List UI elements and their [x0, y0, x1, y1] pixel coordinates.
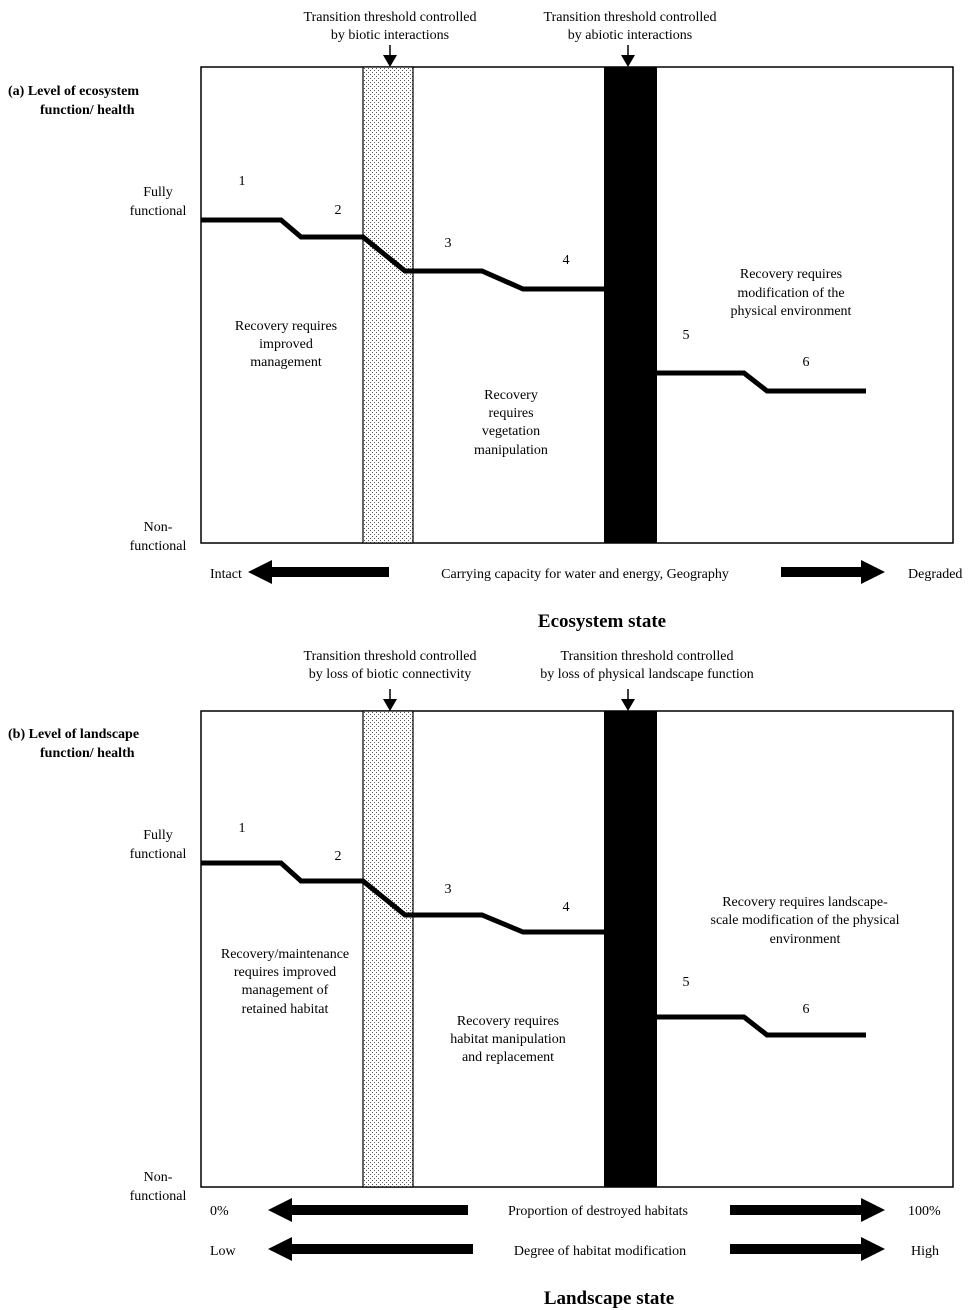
panel-a-plot-frame	[200, 66, 954, 544]
panel-a-stage-2: 2	[335, 203, 342, 218]
panel-b-plot-frame	[200, 710, 954, 1188]
panel-b: Transition threshold controlled by loss …	[8, 649, 954, 1309]
panel-a-stage-3: 3	[445, 236, 452, 251]
panel-a-y-top-1: Fully	[143, 185, 173, 200]
panel-b-y-title-1: (b) Level of landscape	[8, 727, 139, 742]
panel-a-y-title-1: (a) Level of ecosystem	[8, 84, 139, 99]
panel-b-axis2-left-arrow-icon	[268, 1237, 473, 1261]
panel-b-zone2-text-3: and replacement	[462, 1050, 554, 1065]
panel-b-stage-6: 6	[803, 1002, 810, 1017]
panel-a: Transition threshold controlled by bioti…	[8, 10, 962, 632]
panel-a-abiotic-threshold-band	[604, 67, 657, 543]
panel-b-zone3-text-2: scale modification of the physical	[711, 913, 900, 928]
panel-b-axis2-middle-label: Degree of habitat modification	[514, 1244, 686, 1259]
panel-b-stage-2: 2	[335, 849, 342, 864]
panel-b-threshold-abiotic-title-1: Transition threshold controlled	[561, 649, 734, 664]
panel-a-y-top-2: functional	[130, 204, 187, 219]
panel-a-biotic-threshold-band	[362, 66, 414, 544]
panel-b-state-curve-left	[201, 860, 604, 935]
panel-a-abiotic-pointer-icon	[621, 55, 635, 67]
panel-b-stage-5: 5	[683, 975, 690, 990]
panel-b-zone3-text-3: environment	[770, 932, 841, 947]
panel-a-x-title: Ecosystem state	[538, 611, 666, 632]
panel-b-axis1-right-label: 100%	[908, 1204, 941, 1219]
panel-b-axis2-right-label: High	[911, 1244, 939, 1259]
panel-a-threshold-biotic-title-1: Transition threshold controlled	[304, 10, 477, 25]
panel-a-zone1-text-3: management	[250, 355, 322, 370]
panel-b-axis2-left-label: Low	[210, 1244, 237, 1259]
panel-a-y-bottom-2: functional	[130, 539, 187, 554]
panel-a-threshold-biotic-title-2: by biotic interactions	[331, 28, 449, 43]
panel-a-stage-5: 5	[683, 328, 690, 343]
panel-a-zone2-text-2: requires	[488, 406, 533, 421]
panel-b-zone1-text-2: requires improved	[234, 965, 336, 980]
panel-a-y-bottom-1: Non-	[144, 520, 173, 535]
panel-b-axis2-right-arrow-icon	[730, 1237, 885, 1261]
panel-a-biotic-pointer-icon	[383, 55, 397, 67]
panel-a-zone3-text-2: modification of the	[737, 286, 844, 301]
panel-b-abiotic-threshold-band	[604, 711, 657, 1187]
panel-b-zone1-text-1: Recovery/maintenance	[221, 947, 349, 962]
panel-a-zone1-text-2: improved	[259, 337, 313, 352]
panel-a-axis-left-label: Intact	[210, 567, 242, 582]
panel-a-zone1-text-1: Recovery requires	[235, 319, 337, 334]
panel-b-axis1-middle-label: Proportion of destroyed habitats	[508, 1204, 688, 1219]
panel-a-state-curve-right	[657, 370, 866, 394]
panel-b-threshold-biotic-title-2: by loss of biotic connectivity	[309, 667, 472, 682]
panel-a-threshold-abiotic-title-1: Transition threshold controlled	[544, 10, 717, 25]
panel-a-state-curve-left	[201, 217, 604, 292]
panel-a-zone3-text-1: Recovery requires	[740, 267, 842, 282]
panel-b-zone1-text-3: management of	[242, 983, 329, 998]
panel-a-zone3-text-3: physical environment	[731, 304, 852, 319]
panel-b-y-bottom-1: Non-	[144, 1170, 173, 1185]
panel-b-stage-1: 1	[239, 821, 246, 836]
panel-b-zone2-text-1: Recovery requires	[457, 1014, 559, 1029]
panel-b-zone3-text-1: Recovery requires landscape-	[722, 895, 888, 910]
panel-a-axis-right-label: Degraded	[908, 567, 962, 582]
panel-b-zone1-text-4: retained habitat	[242, 1002, 329, 1017]
panel-b-biotic-threshold-band	[362, 710, 414, 1188]
panel-a-y-title-2: function/ health	[40, 103, 135, 118]
panel-a-stage-4: 4	[563, 253, 570, 268]
panel-a-zone2-text-1: Recovery	[484, 388, 538, 403]
panel-b-y-top-1: Fully	[143, 828, 173, 843]
panel-a-stage-6: 6	[803, 355, 810, 370]
panel-a-right-arrow-icon	[781, 560, 885, 584]
panel-b-biotic-pointer-icon	[383, 699, 397, 711]
panel-b-axis1-left-arrow-icon	[268, 1198, 468, 1222]
panel-a-left-arrow-icon	[248, 560, 389, 584]
panel-a-stage-1: 1	[239, 174, 246, 189]
panel-b-abiotic-pointer-icon	[621, 699, 635, 711]
panel-b-x-title: Landscape state	[544, 1288, 674, 1309]
panel-b-threshold-biotic-title-1: Transition threshold controlled	[304, 649, 477, 664]
panel-a-axis-middle-label: Carrying capacity for water and energy, …	[441, 567, 729, 582]
panel-b-axis1-right-arrow-icon	[730, 1198, 885, 1222]
panel-b-axis1-left-label: 0%	[210, 1204, 229, 1219]
panel-b-stage-3: 3	[445, 882, 452, 897]
panel-b-y-bottom-2: functional	[130, 1189, 187, 1204]
panel-b-threshold-abiotic-title-2: by loss of physical landscape function	[540, 667, 753, 682]
panel-b-stage-4: 4	[563, 900, 570, 915]
panel-a-zone2-text-3: vegetation	[482, 424, 540, 439]
panel-a-zone2-text-4: manipulation	[474, 443, 548, 458]
panel-b-y-title-2: function/ health	[40, 746, 135, 761]
panel-a-threshold-abiotic-title-2: by abiotic interactions	[568, 28, 692, 43]
panel-b-zone2-text-2: habitat manipulation	[450, 1032, 565, 1047]
panel-b-y-top-2: functional	[130, 847, 187, 862]
panel-b-state-curve-right	[657, 1014, 866, 1038]
